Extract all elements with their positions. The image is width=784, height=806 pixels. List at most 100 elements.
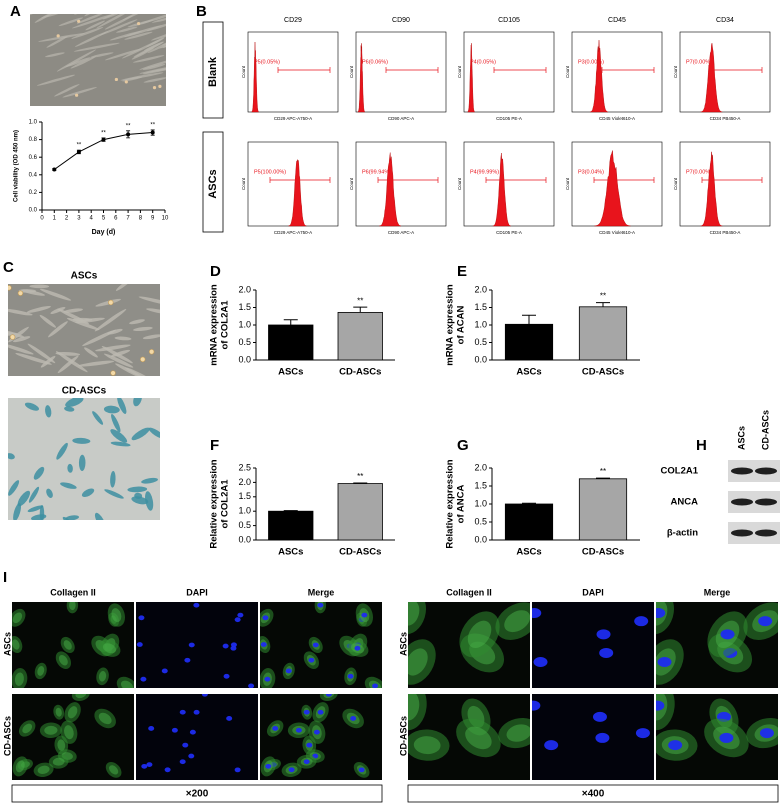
x-tick-label: ASCs [516,547,541,558]
row-label: ASCs [398,632,408,656]
collagen-signal [64,725,74,740]
collagen-signal [14,672,24,686]
column-title: Merge [308,587,335,597]
nucleus [306,742,313,748]
gate-label: P6(0.06%) [362,59,388,65]
magnification-box [407,784,779,803]
point [76,149,81,154]
cell [143,0,180,3]
cell [105,48,142,61]
error-bar [353,306,368,313]
x-axis-title: CD45 Violet610-A [599,116,635,121]
plot-frame [679,31,771,113]
fluorescence-image [136,694,258,780]
y-axis-title: of ANCA [456,485,467,524]
stained-cell [27,505,44,513]
magnification-box [11,784,383,803]
stained-cell [28,486,40,503]
x-axis-title: CD29 APC-A750-A [274,230,312,235]
nucleus [223,673,230,679]
stained-cell [145,491,154,511]
cell [47,321,68,338]
nucleus [237,612,244,618]
nucleus [759,728,774,739]
histogram [357,43,366,113]
nucleus [295,727,302,733]
error-bar [353,482,368,484]
stained-cell [117,398,127,414]
fluorescence-image [12,694,134,780]
collagen-signal [506,724,530,742]
collagen-signal [109,765,119,775]
nucleus [656,608,666,619]
nucleus [354,645,361,651]
row-label: ASCs [2,632,12,656]
cell [96,14,139,29]
nucleus [189,729,196,735]
y-axis-title: Cell viability (OD 450 nm) [14,130,20,202]
cell [8,344,34,355]
collagen-signal [98,671,107,682]
bright-cell [114,77,118,82]
histogram [700,151,723,227]
y-axis-title: Count [349,65,354,78]
stained-cell [92,411,104,425]
cell [87,0,112,9]
gate [593,177,655,183]
plot-frame [355,141,447,227]
cell [50,306,66,314]
magnification: ×400 [582,789,605,800]
gate [385,67,439,73]
cell [46,35,68,48]
nucleus [188,642,195,648]
nucleus [303,759,310,765]
image-title: CD-ASCs [62,386,107,397]
significance: ** [77,143,82,149]
stained-cell [56,442,68,460]
point [150,130,155,135]
band [755,498,777,506]
y-tick-label: 0.0 [238,534,251,544]
band [731,467,753,475]
cell [16,273,49,285]
nucleus [635,728,650,739]
row-label: ASCs [207,169,219,198]
y-tick-label: 0.0 [29,208,38,214]
bar [268,510,314,541]
stained-cell [134,492,143,499]
cell [72,317,93,322]
x-axis-title: CD105 PE-A [496,230,522,235]
cell [36,74,76,86]
panel-label: C [3,259,14,276]
row-label: COL2A1 [661,466,699,477]
stained-cell [64,406,75,412]
nucleus [141,763,148,769]
nucleus [272,726,279,731]
cell [73,42,120,52]
collagen-signal [22,723,33,734]
row-box [202,131,224,233]
panel-label: E [457,263,467,280]
y-axis-title: Relative expression [209,459,220,548]
panel-label: G [457,437,469,454]
panel-label: D [210,263,221,280]
nucleus [138,615,145,621]
band [731,529,753,537]
bright-cell [9,334,16,340]
significance: ** [126,123,131,129]
x-tick-label: CD-ASCs [339,367,381,378]
y-tick-label: 0.8 [29,137,38,143]
cell [138,296,160,307]
x-axis-title: CD45 Violet610-A [599,230,635,235]
stained-cell [17,490,31,507]
nucleus [188,753,195,759]
image-background [532,694,654,780]
y-tick-label: 0.6 [29,155,38,161]
collagen-signal [467,620,492,649]
magnification: ×200 [186,789,209,800]
gate-label: P7(0.00%) [686,59,712,65]
nucleus [184,657,191,663]
stained-cell [24,402,39,411]
gate [709,67,763,73]
nucleus [234,767,241,773]
